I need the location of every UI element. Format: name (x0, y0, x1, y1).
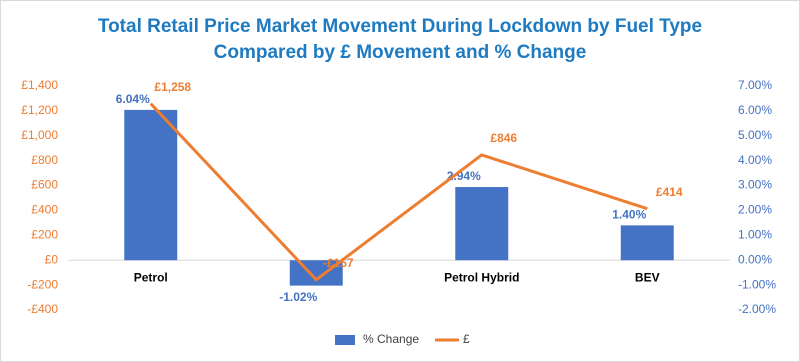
bar-value-label: 2.94% (447, 169, 481, 183)
x-tick-label: Petrol (134, 270, 168, 284)
y-tick-label: £1,400 (21, 78, 58, 92)
bar-value-label: 1.40% (612, 208, 646, 222)
y2-tick-label: 1.00% (738, 228, 772, 242)
y2-tick-label: 5.00% (738, 128, 772, 142)
y2-tick-label: 4.00% (738, 153, 772, 167)
bar (455, 187, 509, 261)
y-tick-label: £600 (31, 178, 58, 192)
bar-value-label: -1.02% (279, 290, 317, 304)
y-tick-label: -£400 (27, 302, 58, 316)
line (149, 102, 648, 282)
x-tick-label: BEV (635, 270, 660, 284)
y2-tick-label: 3.00% (738, 178, 772, 192)
y-tick-label: £0 (45, 252, 59, 266)
y-tick-label: £1,000 (21, 128, 58, 142)
bar-value-label: 6.04% (116, 92, 150, 106)
line-value-label: -£157 (323, 256, 354, 270)
y2-tick-label: -1.00% (738, 277, 776, 291)
y2-tick-label: 6.00% (738, 103, 772, 117)
y-tick-label: £800 (31, 153, 58, 167)
y2-tick-label: 0.00% (738, 252, 772, 266)
line-value-label: £414 (656, 185, 683, 199)
y2-tick-label: 2.00% (738, 203, 772, 217)
y2-tick-label: 7.00% (738, 78, 772, 92)
y-tick-label: -£200 (27, 277, 58, 291)
chart-title: Total Retail Price Market Movement Durin… (98, 16, 702, 37)
bar (620, 225, 674, 261)
line-value-label: £1,258 (154, 80, 191, 94)
x-tick-label: Petrol Hybrid (444, 270, 519, 284)
legend-swatch (335, 335, 355, 345)
y-tick-label: £400 (31, 203, 58, 217)
y-tick-label: £1,200 (21, 103, 58, 117)
y2-tick-label: -2.00% (738, 302, 776, 316)
legend-label: % Change (363, 332, 419, 346)
chart-title: Compared by £ Movement and % Change (214, 42, 587, 63)
line-value-label: £846 (490, 131, 517, 145)
bar (124, 109, 178, 261)
legend-label: £ (463, 332, 470, 346)
y-tick-label: £200 (31, 228, 58, 242)
